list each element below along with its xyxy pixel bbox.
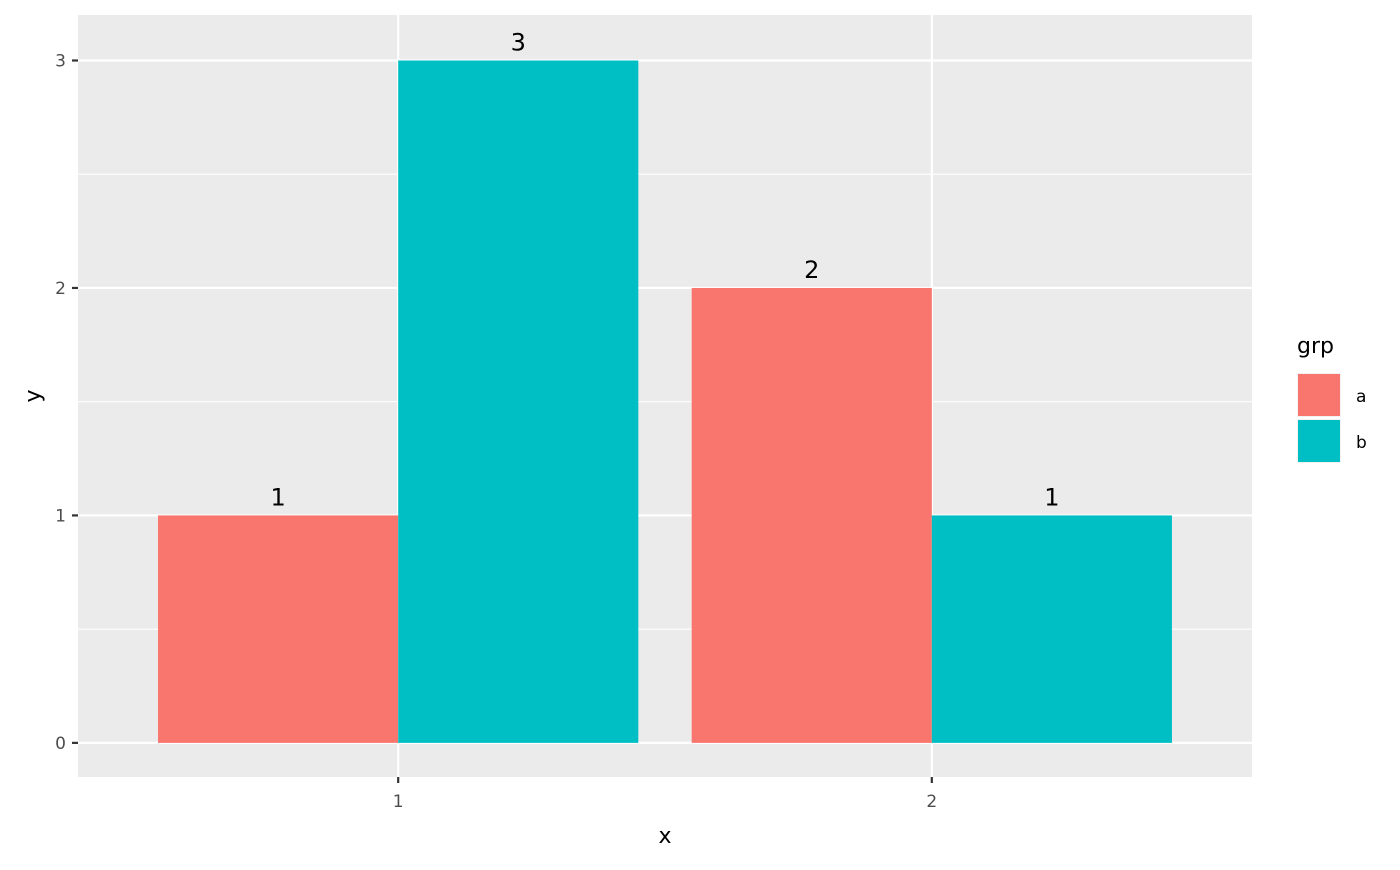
y-tick-label: 3 [55,51,66,71]
data-label: 2 [804,256,819,284]
legend-key-a [1298,374,1340,416]
legend-label: a [1356,387,1366,407]
data-label: 1 [1044,483,1059,511]
y-tick-label: 1 [55,506,66,526]
bar-a-1 [158,515,399,743]
x-tick-label: 2 [926,792,937,812]
y-axis-title: y [21,389,46,402]
data-label: 1 [270,483,285,511]
y-tick-label: 2 [55,279,66,299]
x-tick-label: 1 [393,792,404,812]
bar-b-1 [398,60,639,743]
y-tick-label: 0 [55,734,66,754]
x-axis-title: x [658,824,671,849]
bar-b-2 [931,515,1172,743]
legend-label: b [1356,433,1367,453]
legend-title: grp [1297,334,1334,359]
legend-key-b [1298,420,1340,462]
bar-a-2 [691,287,932,743]
data-label: 3 [511,28,526,56]
